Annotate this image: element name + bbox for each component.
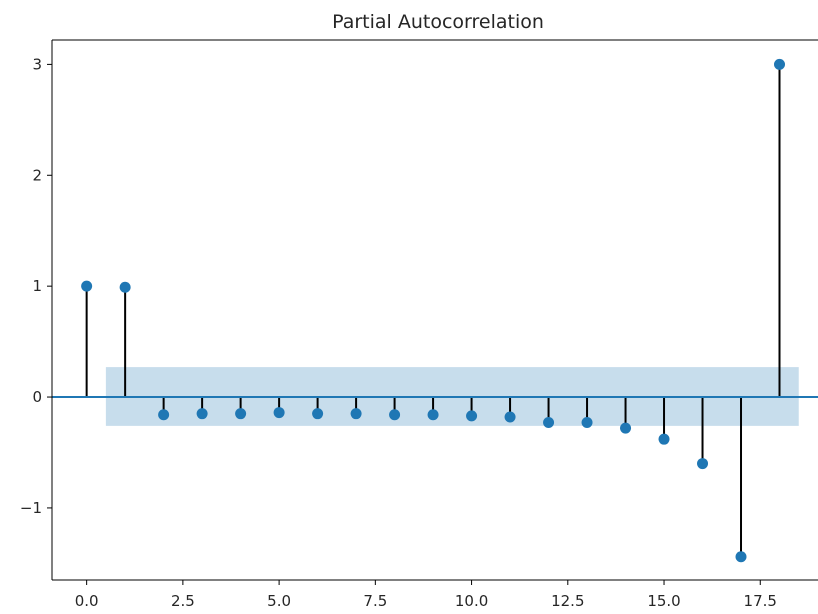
y-tick-label: 1 — [32, 277, 42, 295]
x-tick-label: 0.0 — [75, 592, 99, 610]
marker-lag-11 — [504, 411, 516, 423]
marker-lag-4 — [235, 408, 247, 420]
marker-lag-8 — [389, 409, 401, 421]
chart-title: Partial Autocorrelation — [332, 11, 544, 33]
x-tick-label: 15.0 — [647, 592, 680, 610]
marker-lag-16 — [697, 458, 709, 470]
marker-lag-12 — [543, 417, 555, 429]
plot-area — [52, 58, 818, 563]
marker-lag-9 — [427, 409, 439, 421]
marker-lag-10 — [466, 410, 478, 422]
marker-lag-0 — [81, 280, 93, 292]
marker-lag-2 — [158, 409, 170, 421]
y-tick-label: 2 — [32, 166, 42, 184]
y-tick-label: 0 — [32, 388, 42, 406]
marker-lag-13 — [581, 417, 593, 429]
x-tick-label: 2.5 — [171, 592, 195, 610]
marker-lag-15 — [658, 433, 670, 445]
marker-lag-6 — [312, 408, 324, 420]
marker-lag-17 — [735, 551, 747, 563]
x-tick-label: 10.0 — [455, 592, 488, 610]
marker-lag-1 — [119, 281, 131, 293]
marker-lag-7 — [350, 408, 362, 420]
y-tick-label: −1 — [20, 499, 42, 517]
x-tick-label: 5.0 — [267, 592, 291, 610]
axes: 0.0 2.5 5.0 7.5 10.0 12.5 15.0 17.5 −1 0 1 2 3 — [20, 39, 818, 610]
marker-lag-14 — [620, 422, 632, 434]
y-tick-label: 3 — [32, 55, 42, 73]
x-tick-label: 12.5 — [551, 592, 584, 610]
marker-lag-5 — [273, 407, 285, 419]
x-tick-label: 17.5 — [744, 592, 777, 610]
marker-lag-3 — [196, 408, 208, 420]
x-tick-label: 7.5 — [363, 592, 387, 610]
marker-lag-18 — [774, 58, 786, 70]
